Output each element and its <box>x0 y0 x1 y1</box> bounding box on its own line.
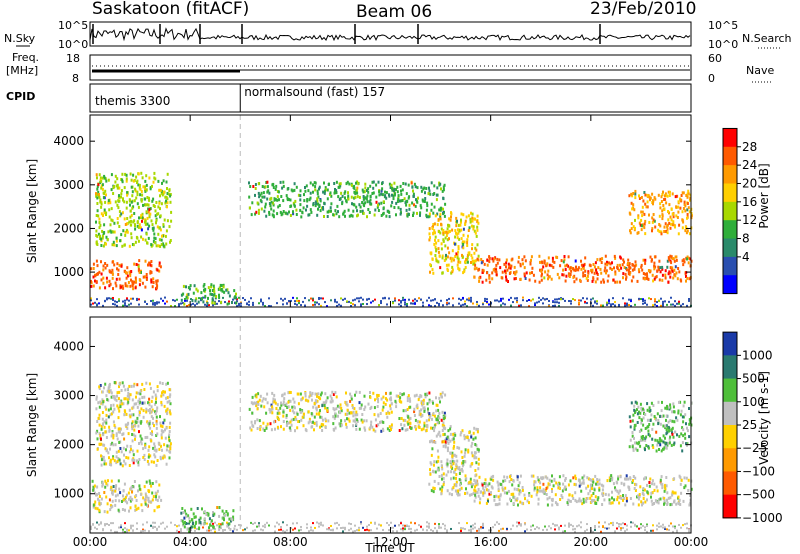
colorbar-tick-label: 1000 <box>742 348 773 362</box>
colorbar-swatch <box>723 165 737 184</box>
velocity-panel-bg <box>90 317 691 533</box>
y-tick-label: 4000 <box>53 134 84 148</box>
colorbar-tick-label: −1000 <box>742 511 783 525</box>
noise-left-tick-bottom: 10^0 <box>58 38 88 51</box>
colorbar-swatch <box>723 146 737 166</box>
y-tick-label: 4000 <box>53 339 84 353</box>
colorbar-swatch <box>723 220 737 240</box>
colorbar-tick-label: 28 <box>742 140 757 154</box>
y-tick-label: 3000 <box>53 389 84 403</box>
cpid-panel-frame <box>89 83 692 113</box>
colorbar-swatch <box>723 201 737 221</box>
power-y-axis-label: Slant Range [km] <box>25 159 39 263</box>
nave-tick-bottom: 0 <box>708 72 715 85</box>
colorbar-swatch <box>723 494 737 519</box>
scatter-feature-5 <box>473 254 693 284</box>
beam-title: Beam 06 <box>356 2 432 22</box>
x-tick-label: 12:00 <box>373 535 408 549</box>
scatter-feature-1 <box>95 171 173 249</box>
colorbar-swatch <box>723 378 737 403</box>
colorbar-swatch <box>723 275 737 295</box>
colorbar-tick-label: 24 <box>742 158 757 172</box>
scatter-feature-1 <box>95 381 172 468</box>
colorbar-swatch <box>723 425 737 449</box>
time-x-ticks: 00:00 04:00 08:00 12:00 16:00 20:00 00:00 <box>73 115 709 549</box>
scatter-feature-2 <box>180 506 236 531</box>
scatter-feature-4 <box>428 425 480 497</box>
x-tick-label: 08:00 <box>273 535 308 549</box>
freq-tick-bottom: 8 <box>72 72 79 85</box>
power-scatter <box>90 115 693 308</box>
scatter-feature-0 <box>90 259 162 291</box>
colorbar-tick-label: 100 <box>742 395 765 409</box>
nave-tick-top: 60 <box>708 52 722 65</box>
y-tick-label: 1000 <box>53 265 84 279</box>
colorbar-tick-label: 500 <box>742 372 765 386</box>
x-tick-label: 00:00 <box>674 535 709 549</box>
velocity-y-axis-label: Slant Range [km] <box>25 373 39 477</box>
y-tick-label: 2000 <box>53 221 84 235</box>
power-panel-bg <box>90 115 691 307</box>
colorbar-swatch <box>723 256 737 276</box>
colorbar-tick-label: −100 <box>742 464 775 478</box>
scatter-feature-6 <box>628 189 693 236</box>
colorbar-tick-label: 8 <box>742 232 750 246</box>
noise-left-label: N.Sky <box>4 32 36 45</box>
power-y-ticks: 1000 2000 3000 4000 <box>53 134 691 279</box>
colorbar-tick-label: 25 <box>742 418 757 432</box>
freq-panel-frame <box>89 54 692 81</box>
velocity-colorbar-label: Velocity [m s-1] <box>757 371 771 465</box>
colorbar-swatch <box>723 128 737 148</box>
colorbar-swatch <box>723 401 737 426</box>
date-title: 23/Feb/2010 <box>590 0 696 19</box>
velocity-scatter <box>90 317 693 534</box>
scatter-feature-0 <box>91 479 163 514</box>
cpid-mode-themis: themis 3300 <box>95 94 170 108</box>
noise-right-tick-bottom: 10^0 <box>708 38 738 51</box>
freq-label-unit: [MHz] <box>6 64 38 77</box>
velocity-colorbar: 1000 500 100 25 −25 −100 −500 −1000 <box>722 331 783 525</box>
colorbar-tick-label: −500 <box>742 488 775 502</box>
colorbar-swatch <box>723 238 737 258</box>
colorbar-swatch <box>723 471 737 496</box>
scatter-feature-3 <box>248 390 447 433</box>
cpid-label: CPID <box>6 90 35 103</box>
power-colorbar-label: Power [dB] <box>757 163 771 228</box>
freq-tick-top: 18 <box>66 52 80 65</box>
colorbar-swatch <box>723 355 737 380</box>
colorbar-tick-label: 12 <box>742 213 757 227</box>
y-tick-label: 1000 <box>53 487 84 501</box>
colorbar-swatch <box>723 448 737 472</box>
x-tick-label: 16:00 <box>473 535 508 549</box>
nave-label: Nave <box>746 64 774 77</box>
colorbar-swatch <box>723 332 737 356</box>
scatter-feature-3 <box>248 180 447 219</box>
colorbar-tick-label: 20 <box>742 176 757 190</box>
colorbar-tick-label: 16 <box>742 195 757 209</box>
freq-label-top: Freq. <box>12 51 39 64</box>
colorbar-swatch <box>723 183 737 203</box>
y-tick-label: 2000 <box>53 438 84 452</box>
x-tick-label: 20:00 <box>574 535 609 549</box>
colorbar-tick-label: 4 <box>742 250 750 264</box>
x-tick-label: 00:00 <box>73 535 108 549</box>
noise-left-tick-top: 10^5 <box>58 19 88 32</box>
cpid-mode-normalsound: normalsound (fast) 157 <box>244 85 385 99</box>
time-x-axis-label: Time UT <box>364 541 415 554</box>
colorbar-tick-label: −25 <box>742 441 767 455</box>
power-colorbar: 28 24 20 16 12 8 4 <box>722 127 757 295</box>
velocity-y-ticks: 1000 2000 3000 4000 <box>53 339 691 501</box>
scatter-feature-4 <box>428 211 480 275</box>
noise-right-tick-top: 10^5 <box>708 19 738 32</box>
x-tick-label: 04:00 <box>173 535 208 549</box>
noise-right-label: N.Search <box>742 32 792 45</box>
station-title: Saskatoon (fitACF) <box>92 0 249 19</box>
y-tick-label: 3000 <box>53 178 84 192</box>
scatter-feature-6 <box>628 400 693 453</box>
noise-trace <box>89 24 691 44</box>
noise-panel-frame <box>89 21 692 47</box>
scatter-feature-2 <box>180 283 238 306</box>
